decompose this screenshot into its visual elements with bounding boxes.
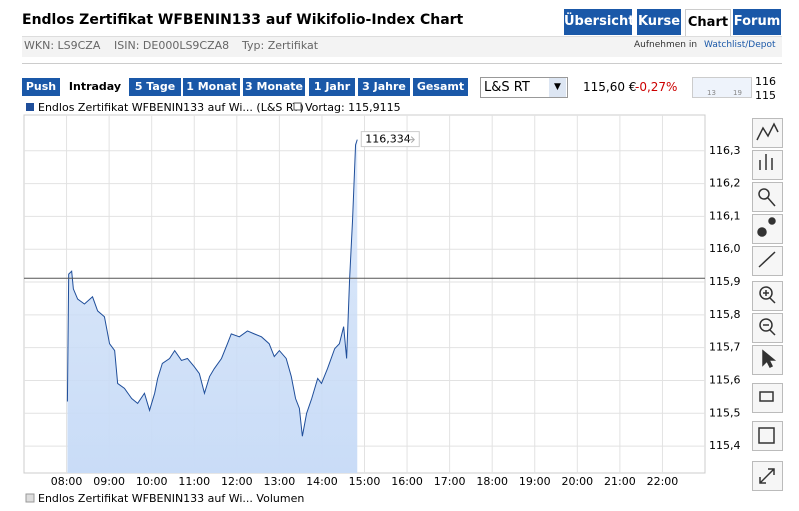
mini-x-label: 19: [733, 89, 742, 97]
legend-swatch: [293, 102, 302, 111]
y-tick-label: 115,7: [709, 341, 741, 354]
x-tick-label: 08:00: [51, 475, 83, 488]
range-button[interactable]: Gesamt: [413, 78, 468, 96]
legend-label: Endlos Zertifikat WFBENIN133 auf Wi... (…: [38, 101, 304, 114]
title: Endlos Zertifikat WFBENIN133 auf Wikifol…: [22, 12, 464, 28]
y-tick-label: 115,4: [709, 439, 741, 452]
line: [66, 139, 358, 437]
x-tick-label: 19:00: [519, 475, 551, 488]
tab[interactable]: Forum: [733, 9, 781, 35]
mini-x-label: 13: [707, 89, 716, 97]
range-button[interactable]: 3 Monate: [243, 78, 305, 96]
exchange-value: L&S RT: [484, 80, 530, 95]
exchange-select[interactable]: L&S RT ▼: [480, 77, 568, 98]
x-tick-label: 22:00: [647, 475, 679, 488]
annotation-box: [360, 131, 420, 148]
x-tick-label: 14:00: [306, 475, 338, 488]
info-bar: [22, 36, 782, 57]
tool-settings[interactable]: [752, 214, 783, 244]
annotation-arrow: [408, 136, 415, 143]
type: Typ: Zertifikat: [242, 39, 319, 52]
x-tick-label: 12:00: [221, 475, 253, 488]
range-button[interactable]: 5 Tage: [129, 78, 181, 96]
wkn: WKN: LS9CZA: [24, 39, 101, 52]
annotation-label: 116,334: [365, 133, 411, 146]
legend-swatch: [25, 493, 35, 503]
x-tick-label: 21:00: [604, 475, 636, 488]
y-tick-label: 116,0: [709, 242, 741, 255]
tool-zoom-in[interactable]: [752, 281, 783, 311]
x-tick-label: 17:00: [434, 475, 466, 488]
tool-ohlc[interactable]: [752, 150, 783, 180]
x-tick-label: 13:00: [264, 475, 296, 488]
watchlist-prefix: Aufnehmen in: [634, 40, 698, 50]
isin: ISIN: DE000LS9CZA8: [114, 39, 230, 52]
range-button-active[interactable]: Intraday: [64, 78, 126, 96]
tool-save[interactable]: [752, 421, 783, 451]
y-tick-label: 115,8: [709, 308, 741, 321]
x-tick-label: 18:00: [476, 475, 508, 488]
tool-line[interactable]: [752, 118, 783, 148]
change: -0,27%: [635, 80, 678, 94]
mini-chart[interactable]: [692, 77, 752, 98]
mini-y-label: 116: [755, 75, 776, 88]
x-tick-label: 11:00: [178, 475, 210, 488]
price: 115,60 €: [583, 80, 637, 94]
x-tick-label: 09:00: [93, 475, 125, 488]
tool-fullscreen[interactable]: [752, 461, 783, 491]
range-button[interactable]: Push: [22, 78, 60, 96]
x-tick-label: 16:00: [391, 475, 423, 488]
mini-y-label: 115: [755, 89, 776, 102]
watchlist-link[interactable]: Watchlist/Depot: [704, 40, 776, 50]
tool-zoom-out[interactable]: [752, 313, 783, 343]
y-tick-label: 116,2: [709, 177, 741, 190]
legend-swatch: [26, 103, 34, 111]
range-button[interactable]: 1 Jahr: [309, 78, 355, 96]
divider: [22, 63, 782, 64]
tool-draw[interactable]: [752, 246, 783, 276]
y-tick-label: 115,6: [709, 373, 741, 386]
range-button[interactable]: 3 Jahre: [358, 78, 410, 96]
reference-label: Vortag: 115,9115: [305, 101, 401, 114]
tool-pointer[interactable]: [752, 345, 783, 375]
area: [67, 139, 358, 473]
select-arrow: ▼: [549, 78, 566, 97]
y-tick-label: 115,9: [709, 275, 741, 288]
tab-active[interactable]: Chart: [685, 9, 731, 36]
y-tick-label: 116,1: [709, 209, 741, 222]
tool-print[interactable]: [752, 383, 783, 413]
tool-indicator[interactable]: [752, 182, 783, 212]
range-button[interactable]: 1 Monat: [183, 78, 240, 96]
x-tick-label: 15:00: [349, 475, 381, 488]
tab[interactable]: Kurse: [637, 9, 681, 35]
y-tick-label: 115,5: [709, 406, 741, 419]
x-tick-label: 10:00: [136, 475, 168, 488]
volume-legend: Endlos Zertifikat WFBENIN133 auf Wi... V…: [38, 492, 304, 505]
y-tick-label: 116,3: [709, 144, 741, 157]
x-tick-label: 20:00: [561, 475, 593, 488]
tab[interactable]: Übersicht: [564, 9, 634, 35]
